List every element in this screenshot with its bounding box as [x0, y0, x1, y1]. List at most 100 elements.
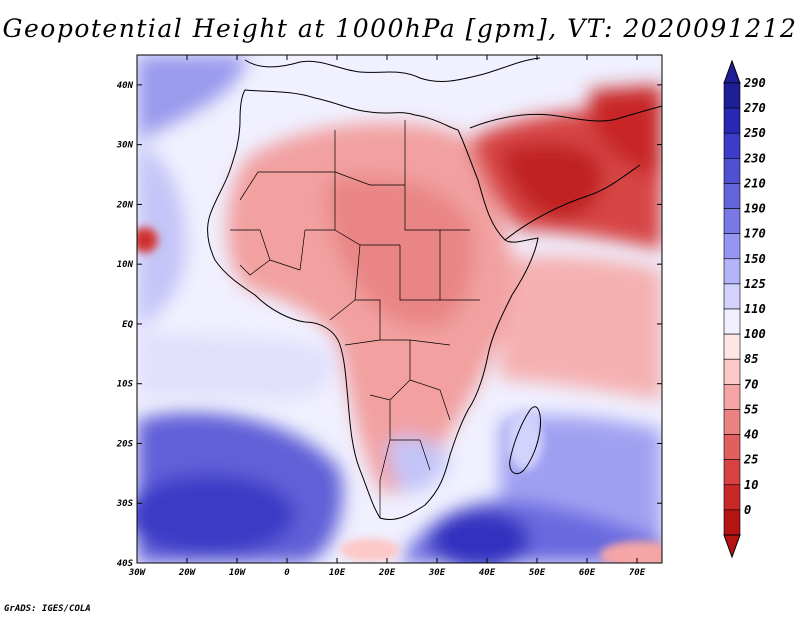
colorbar-swatch	[723, 459, 741, 486]
lon-tick: 10W	[229, 55, 247, 578]
colorbar-label: 250	[743, 126, 766, 140]
field-indian-ocean-core	[430, 510, 530, 563]
field-mid-atlantic	[137, 330, 333, 400]
colorbar-swatch	[723, 308, 741, 335]
lat-tick: 20S	[116, 439, 662, 449]
africa-coastline	[207, 89, 539, 520]
lat-tick-label: 10N	[117, 260, 134, 270]
colorbar-top-arrow	[723, 59, 741, 84]
lon-tick: 20W	[178, 55, 197, 578]
colorbar-bottom-arrow	[723, 534, 741, 559]
lat-tick: 20N	[116, 200, 662, 210]
colorbar-swatch	[723, 409, 741, 435]
longitude-axis: 30W 20W 10W 0 10E 20E 30E 40E 50E 60E 70E	[128, 55, 646, 578]
field-mediterranean	[250, 55, 520, 100]
lat-tick-label: EQ	[122, 320, 133, 330]
lon-tick: 40E	[479, 55, 496, 578]
grads-credit: GrADS: IGES/COLA	[4, 604, 91, 614]
colorbar-swatch	[723, 258, 741, 285]
colorbar-swatch	[723, 358, 741, 385]
lat-tick: 40S	[117, 559, 662, 569]
lat-tick: 10N	[117, 260, 662, 270]
lon-tick: 30W	[128, 55, 147, 578]
colorbar-swatch	[723, 107, 741, 134]
colorbar-swatch	[723, 484, 741, 511]
colorbar-swatch	[723, 183, 741, 209]
field-high-west-atlantic-north	[137, 55, 250, 140]
field-southern-africa-low	[388, 436, 450, 493]
lat-tick-label: 30N	[116, 141, 134, 151]
lon-tick-label: 10E	[329, 568, 346, 578]
lon-tick-label: 40E	[479, 568, 496, 578]
lon-tick: 30E	[428, 55, 446, 578]
colorbar-label: 270	[743, 101, 766, 115]
field-se-corner-high	[600, 541, 662, 563]
colorbar-swatch	[723, 333, 741, 360]
colorbar-label: 290	[743, 76, 766, 90]
colorbar-label: 85	[744, 352, 758, 366]
lat-tick: 30N	[116, 141, 662, 151]
europe-coastline	[244, 57, 541, 82]
colorbar-swatch	[723, 158, 741, 184]
colorbar-label: 125	[744, 277, 766, 291]
colorbar-label: 210	[743, 176, 766, 190]
map-title: Geopotential Height at 1000hPa [gpm], VT…	[2, 14, 798, 43]
colorbar-swatch	[723, 82, 741, 109]
colorbar-label: 25	[743, 453, 758, 467]
colorbar: 2902702502302101901701501251101008570554…	[723, 59, 766, 559]
lon-tick-label: 30W	[128, 568, 147, 578]
field-low-atlantic-core	[137, 475, 295, 555]
colorbar-label: 110	[744, 302, 766, 316]
lat-tick-label: 40S	[117, 559, 134, 569]
lon-tick-label: 20W	[178, 568, 197, 578]
colorbar-swatch	[723, 509, 741, 536]
lon-tick: 70E	[629, 55, 646, 578]
map-plot-area	[137, 55, 662, 563]
plot-frame	[136, 54, 663, 564]
arabia-coastline	[469, 105, 662, 241]
lat-tick: EQ	[122, 320, 662, 330]
lat-tick-label: 10S	[117, 380, 134, 390]
lat-tick: 30S	[116, 499, 662, 509]
lat-tick-label: 30S	[116, 499, 134, 509]
colorbar-label: 55	[744, 402, 758, 416]
height-field-shading	[137, 55, 662, 563]
lon-tick-label: 0	[284, 568, 290, 578]
lat-tick: 40N	[117, 81, 662, 91]
lat-tick-label: 20S	[116, 439, 134, 449]
madagascar-outline	[509, 406, 541, 475]
colorbar-label: 190	[744, 202, 766, 216]
lon-tick-label: 10W	[229, 568, 247, 578]
colorbar-swatch	[723, 434, 741, 460]
lon-tick-label: 50E	[529, 568, 546, 578]
colorbar-label: 70	[744, 377, 758, 391]
lon-tick-label: 70E	[629, 568, 646, 578]
field-fine-shading	[137, 227, 662, 563]
colorbar-swatch	[723, 132, 741, 159]
colorbar-label: 0	[744, 503, 751, 517]
latitude-axis: 40N 30N 20N 10N EQ 10S 20S 30S 40S	[116, 81, 662, 569]
africa-borders	[230, 120, 480, 518]
field-madagascar-high	[507, 410, 543, 470]
lon-tick-label: 60E	[579, 568, 596, 578]
lon-tick-label: 20E	[378, 568, 396, 578]
field-west-atlantic	[137, 140, 186, 330]
colorbar-label: 230	[743, 151, 766, 165]
colorbar-label: 40	[744, 428, 758, 442]
lon-tick-label: 30E	[428, 568, 446, 578]
colorbar-swatch	[723, 384, 741, 410]
colorbar-label: 10	[744, 478, 758, 492]
colorbar-swatch	[723, 208, 741, 234]
lon-tick: 50E	[529, 55, 546, 578]
field-tropical-low-atlantic-core	[139, 234, 151, 246]
lat-tick-label: 20N	[116, 200, 134, 210]
colorbar-label: 100	[744, 327, 766, 341]
field-iran	[590, 85, 662, 180]
field-equatorial-indian	[500, 255, 662, 400]
field-south-tip-high	[340, 538, 400, 562]
coastlines-and-borders	[207, 57, 662, 520]
lon-tick: 10E	[329, 55, 346, 578]
colorbar-swatch	[723, 233, 741, 260]
field-arabia-core	[500, 143, 603, 220]
lon-tick: 0	[284, 55, 290, 578]
